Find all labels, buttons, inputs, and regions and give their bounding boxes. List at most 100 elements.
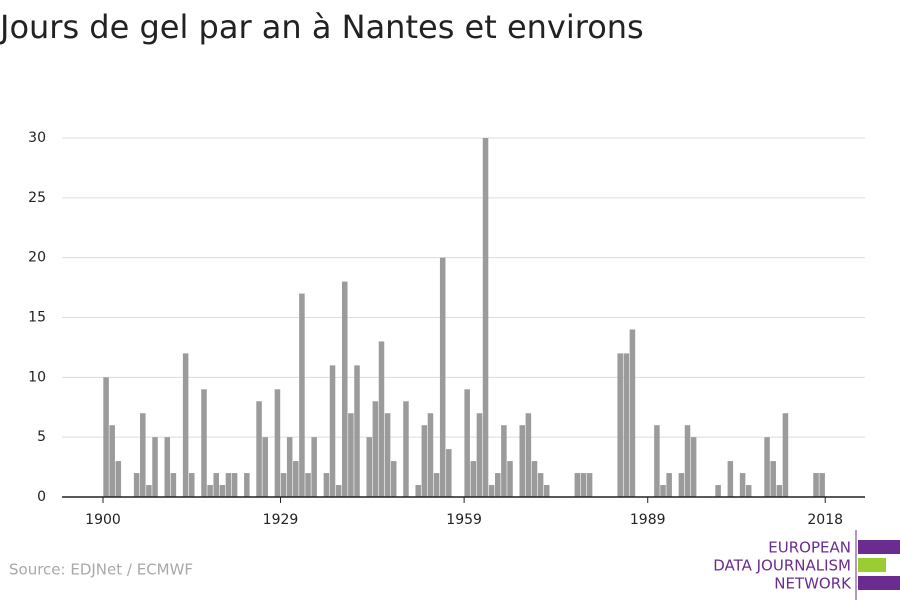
bar xyxy=(543,485,550,497)
bar xyxy=(586,473,593,497)
bar xyxy=(256,401,262,497)
bar xyxy=(372,401,379,497)
bar xyxy=(684,425,691,497)
bar xyxy=(519,425,526,497)
bar xyxy=(188,473,195,497)
y-tick-label: 10 xyxy=(28,369,46,385)
source: Source: EDJNet / ECMWF xyxy=(9,561,193,579)
bar xyxy=(660,485,666,497)
bar xyxy=(531,461,538,497)
x-tick-label: 1900 xyxy=(85,512,121,528)
bar xyxy=(678,473,685,497)
bar xyxy=(231,473,238,497)
y-tick-label: 30 xyxy=(28,130,46,146)
y-tick-label: 15 xyxy=(28,310,46,326)
bar xyxy=(286,437,293,497)
logo-text: NETWORK xyxy=(774,575,852,593)
logo-bar xyxy=(858,540,900,554)
logo-bar xyxy=(858,558,886,572)
bar xyxy=(433,473,440,497)
bar xyxy=(623,353,630,497)
bar xyxy=(507,461,513,497)
bar xyxy=(305,473,311,497)
bar xyxy=(366,437,373,497)
bar xyxy=(617,353,623,497)
bar xyxy=(390,461,397,497)
bar xyxy=(770,461,776,497)
bar xyxy=(715,485,721,497)
bar xyxy=(727,461,734,497)
y-tick-label: 20 xyxy=(28,250,46,266)
bar xyxy=(501,425,507,497)
bar xyxy=(629,329,636,497)
bar xyxy=(745,485,752,497)
logo-text: DATA JOURNALISM xyxy=(713,557,851,575)
bar xyxy=(140,413,146,497)
bar xyxy=(470,461,477,497)
logo-bar xyxy=(858,576,900,590)
bar xyxy=(329,365,336,497)
bar xyxy=(293,461,299,497)
bar xyxy=(439,257,446,497)
bar xyxy=(170,473,177,497)
bar xyxy=(739,473,746,497)
bar xyxy=(482,138,489,497)
bar xyxy=(311,437,317,497)
logo-text: EUROPEAN xyxy=(768,539,851,557)
bar xyxy=(764,437,770,497)
bar xyxy=(280,473,287,497)
x-tick-label: 1929 xyxy=(263,512,299,528)
bar xyxy=(342,281,348,497)
bar xyxy=(464,389,470,497)
bar xyxy=(219,485,226,497)
bar xyxy=(378,341,385,497)
bar xyxy=(103,377,109,497)
bar xyxy=(274,389,281,497)
bar xyxy=(476,413,483,497)
y-tick-label: 5 xyxy=(37,429,46,445)
x-tick-label: 1959 xyxy=(446,512,482,528)
y-tick-label: 0 xyxy=(37,489,46,505)
bar xyxy=(666,473,672,497)
bar xyxy=(495,473,501,497)
bar xyxy=(323,473,330,497)
bar xyxy=(690,437,697,497)
bar xyxy=(262,437,268,497)
x-tick-label: 1989 xyxy=(630,512,666,528)
bar xyxy=(415,485,421,497)
bar xyxy=(574,473,581,497)
chart-title: Jours de gel par an à Nantes et environs xyxy=(0,8,644,46)
bar xyxy=(109,425,115,497)
bar xyxy=(213,473,219,497)
y-tick-label: 25 xyxy=(28,190,46,206)
bar xyxy=(537,473,544,497)
bar xyxy=(207,485,213,497)
bar xyxy=(525,413,532,497)
bar xyxy=(654,425,660,497)
bar xyxy=(384,413,391,497)
logo: EUROPEAN DATA JOURNALISM NETWORK xyxy=(713,530,900,600)
bar xyxy=(427,413,434,497)
bar xyxy=(446,449,452,497)
bar xyxy=(164,437,171,497)
bar xyxy=(348,413,354,497)
bar xyxy=(201,389,207,497)
bar xyxy=(299,293,305,497)
bar xyxy=(133,473,140,497)
bar xyxy=(813,473,819,497)
bar xyxy=(488,485,495,497)
bar xyxy=(152,437,158,497)
bar xyxy=(115,461,122,497)
bar xyxy=(146,485,152,497)
bar xyxy=(225,473,232,497)
bar xyxy=(244,473,250,497)
bar xyxy=(580,473,587,497)
bar xyxy=(182,353,189,497)
bar xyxy=(354,365,360,497)
bar xyxy=(782,413,789,497)
bar xyxy=(421,425,428,497)
bar xyxy=(819,473,825,497)
bar xyxy=(335,485,342,497)
bar xyxy=(776,485,783,497)
